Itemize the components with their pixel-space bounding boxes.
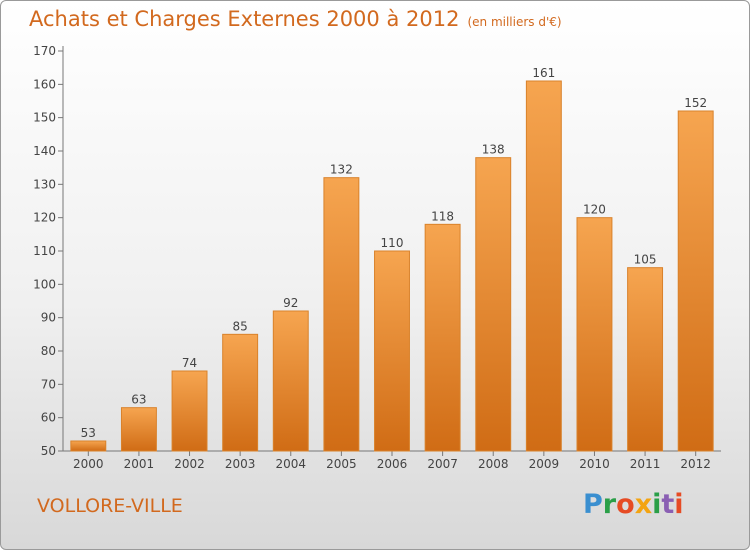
data-label: 138 xyxy=(482,143,505,157)
chart-title: Achats et Charges Externes 2000 à 2012 (e… xyxy=(29,7,562,31)
chart-bars xyxy=(70,80,714,452)
x-tick-label: 2003 xyxy=(225,457,256,471)
x-tick-label: 2012 xyxy=(680,457,711,471)
y-tick-label: 160 xyxy=(33,77,56,91)
data-label: 152 xyxy=(684,96,707,110)
x-tick-label: 2009 xyxy=(529,457,560,471)
x-tick-label: 2002 xyxy=(174,457,205,471)
data-label: 132 xyxy=(330,163,353,177)
data-label: 120 xyxy=(583,203,606,217)
data-label: 63 xyxy=(131,393,146,407)
x-tick-label: 2008 xyxy=(478,457,509,471)
bar xyxy=(525,80,562,452)
x-tick-label: 2001 xyxy=(124,457,155,471)
bar xyxy=(374,250,410,452)
logo-letter: P xyxy=(583,489,603,520)
bar xyxy=(272,310,309,452)
bar xyxy=(576,217,613,452)
data-label: 105 xyxy=(634,253,657,267)
bar xyxy=(120,407,157,452)
x-tick-label: 2007 xyxy=(427,457,458,471)
y-tick-label: 90 xyxy=(41,311,56,325)
x-tick-label: 2006 xyxy=(377,457,408,471)
logo-letter: t xyxy=(661,489,675,520)
bar xyxy=(424,223,461,452)
data-label: 74 xyxy=(182,356,197,370)
data-label: 92 xyxy=(283,296,298,310)
y-tick-label: 110 xyxy=(33,244,56,258)
logo-letter: r xyxy=(602,489,617,520)
chart-title-text: Achats et Charges Externes 2000 à 2012 xyxy=(29,7,460,31)
y-tick-label: 50 xyxy=(41,444,56,458)
chart-unit: (en milliers d'€) xyxy=(467,15,562,29)
proxiti-logo[interactable]: Proxiti xyxy=(583,489,684,520)
bar xyxy=(171,370,208,452)
y-tick-label: 130 xyxy=(33,177,56,191)
y-tick-label: 100 xyxy=(33,277,56,291)
data-label: 85 xyxy=(233,319,248,333)
bar xyxy=(475,157,512,452)
logo-letter: o xyxy=(616,489,635,520)
commune-name: VOLLORE-VILLE xyxy=(37,495,183,517)
data-label: 53 xyxy=(81,426,96,440)
data-label: 161 xyxy=(532,66,555,80)
x-tick-label: 2011 xyxy=(630,457,661,471)
data-label: 110 xyxy=(381,236,404,250)
x-tick-label: 2010 xyxy=(579,457,610,471)
y-tick-label: 80 xyxy=(41,344,56,358)
y-tick-label: 170 xyxy=(33,44,56,58)
x-tick-label: 2004 xyxy=(275,457,306,471)
bar xyxy=(323,177,360,452)
bar xyxy=(222,333,259,452)
logo-letter: x xyxy=(634,489,653,520)
logo-letter: i xyxy=(652,489,662,520)
y-tick-label: 70 xyxy=(41,377,56,391)
y-tick-label: 140 xyxy=(33,144,56,158)
bar xyxy=(627,267,664,452)
y-tick-label: 60 xyxy=(41,411,56,425)
x-tick-label: 2000 xyxy=(73,457,104,471)
x-tick-label: 2005 xyxy=(326,457,357,471)
data-label: 118 xyxy=(431,209,454,223)
bar xyxy=(70,440,107,452)
chart-axes: 50 60 70 80 90 100 110 120 130 140 150 160 170 2000 20… xyxy=(33,44,721,471)
y-tick-label: 120 xyxy=(33,211,56,225)
logo-letter: i xyxy=(674,489,684,520)
bar xyxy=(677,110,714,452)
chart-value-labels: 53 63 74 85 92 132 110 118 138 161 120 105 152 xyxy=(81,66,707,440)
y-tick-label: 150 xyxy=(33,111,56,125)
